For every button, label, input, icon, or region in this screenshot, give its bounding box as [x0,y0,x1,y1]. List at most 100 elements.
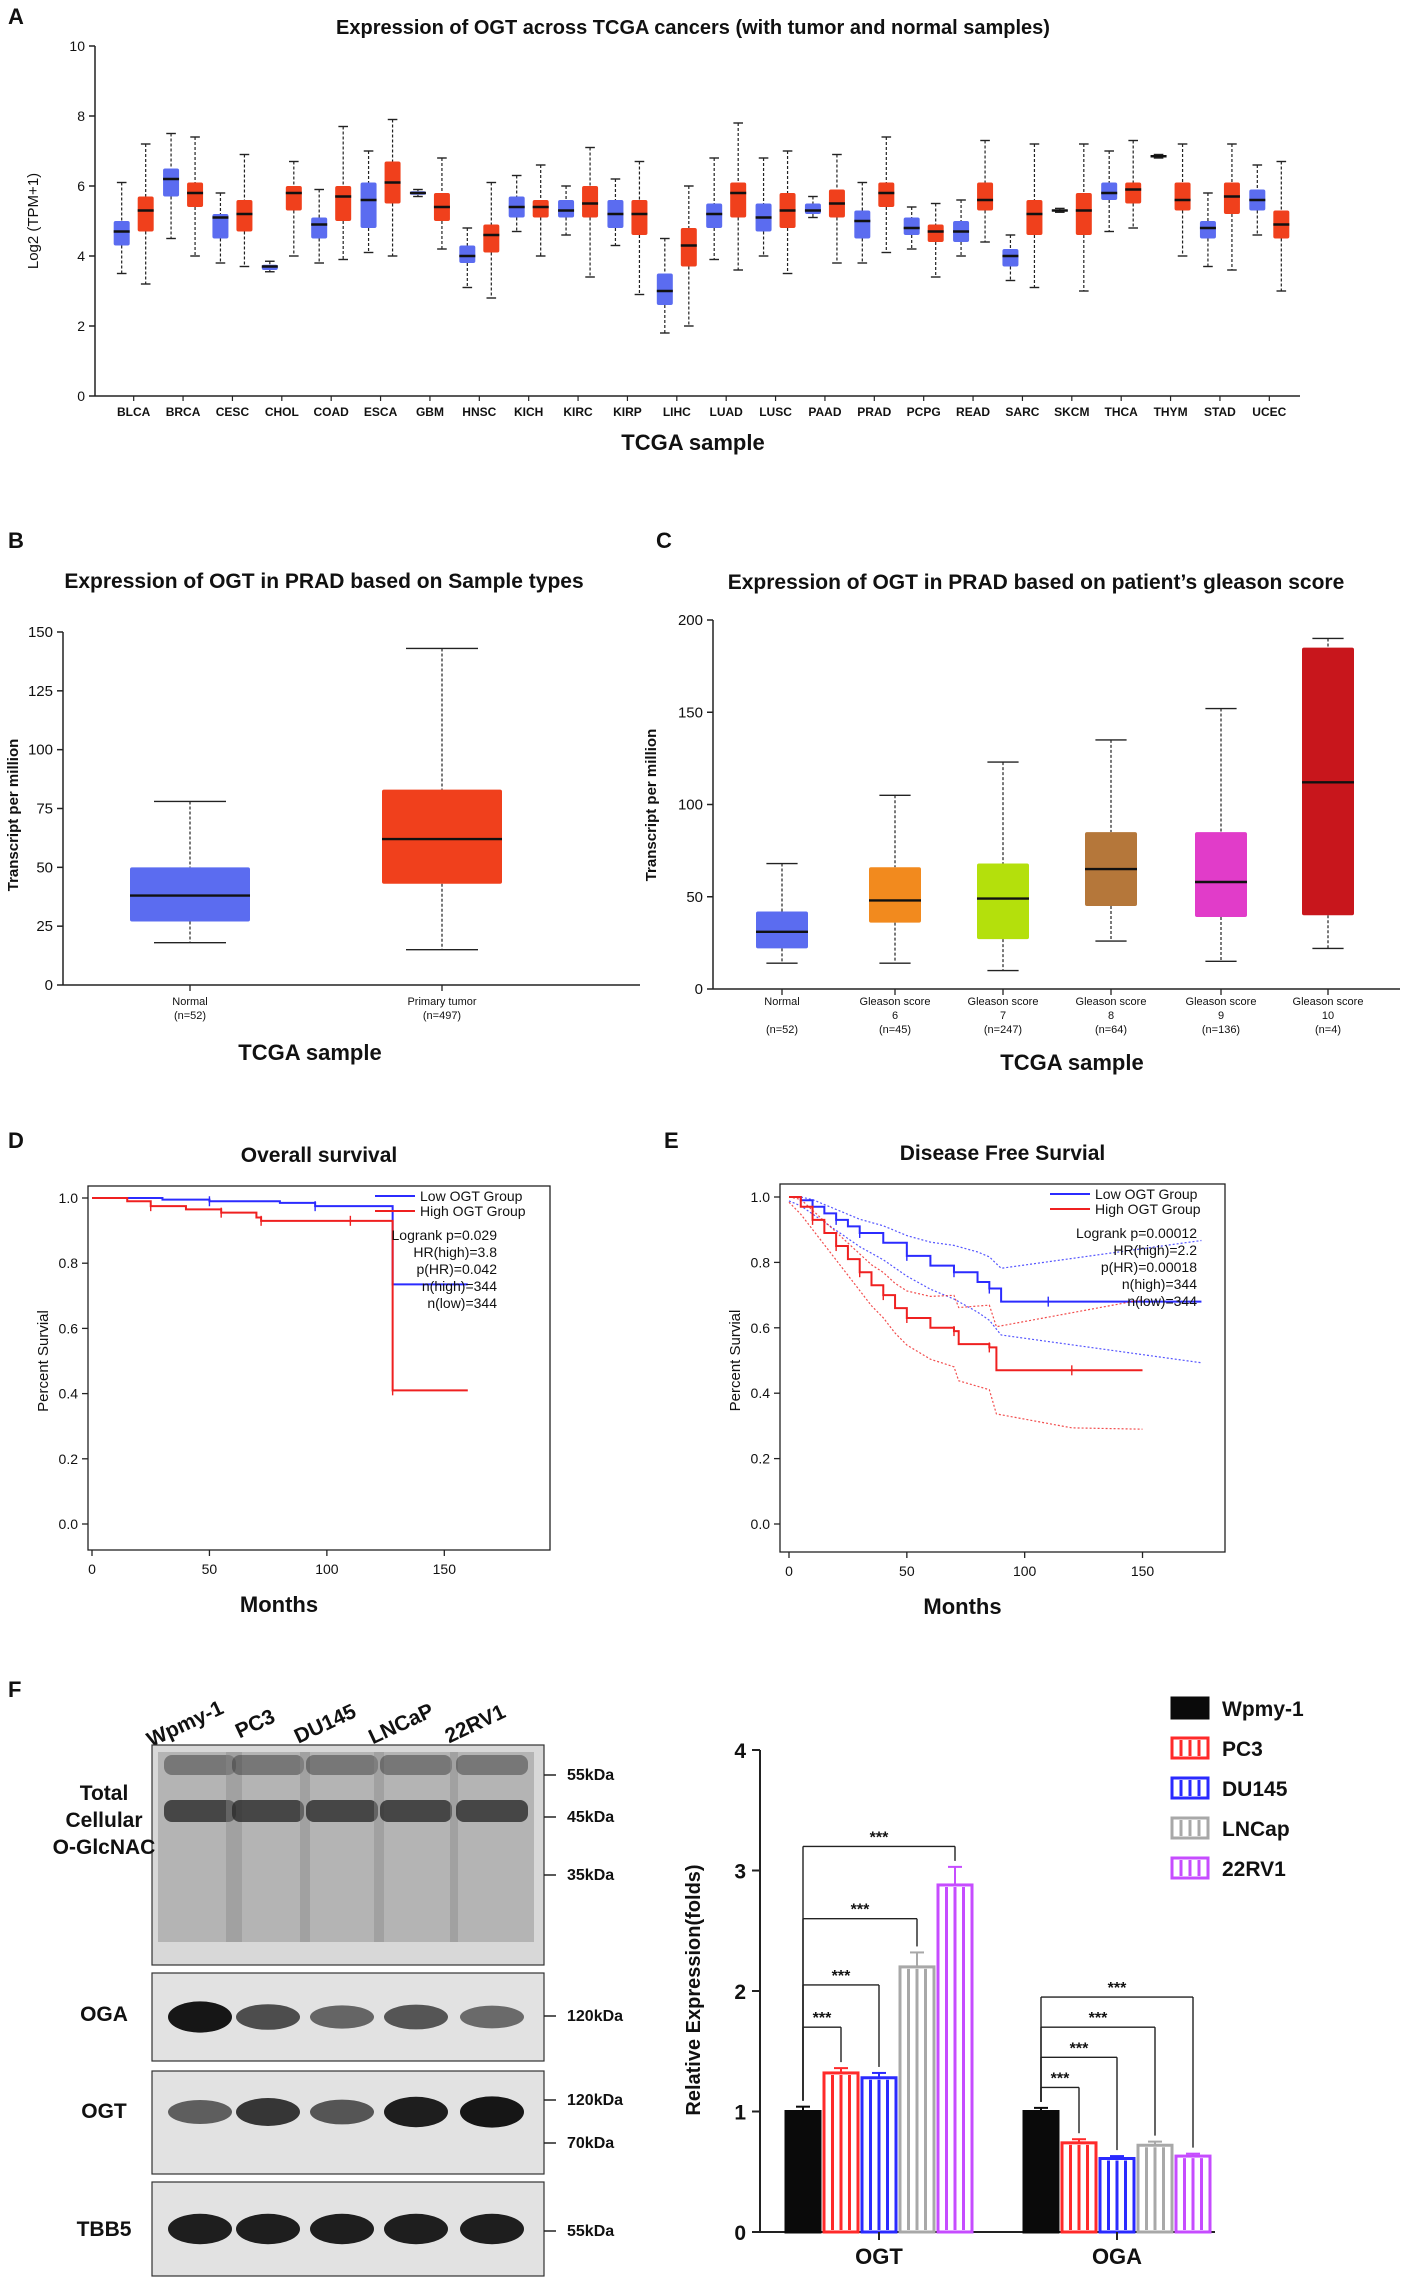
tumor-box [384,118,401,257]
blot-frame [151,1744,545,1966]
smear [158,1752,242,1942]
panel-letter: F [8,1677,21,1702]
band [168,2100,232,2124]
significance-label: *** [832,1968,851,1985]
box-iqr [631,200,648,235]
panel-F-blot: F Wpmy-1 PC3 DU145 LNCaP 22RV1 Total Cellular O-… [8,1677,623,2277]
chart-title: Overall survival [241,1144,397,1167]
category-paad: PAAD [804,153,845,419]
confidence-band-1-0 [788,1196,1143,1328]
stat-text: n(low)=344 [427,1295,497,1311]
band-45kda [456,1800,528,1822]
category-kirp: KIRP [607,160,648,419]
y-tick-label: 8 [77,108,85,124]
x-tick-n: (n=52) [766,1024,798,1036]
category-thym: THYM [1150,143,1191,419]
box [977,761,1029,972]
box-iqr [285,186,302,211]
legend-label: LNCap [1222,1818,1290,1841]
band [460,2005,524,2029]
significance-label: *** [1070,2040,1089,2057]
normal-box [755,157,772,257]
x-tick-label: BRCA [166,405,201,419]
group-1: Gleason score 6 (n=45) [860,794,930,1036]
y-tick-label: 3 [734,1861,746,1884]
category-chol: CHOL [261,160,302,419]
stat-text: p(HR)=0.00018 [1101,1259,1197,1275]
row-label: Total [80,1782,129,1805]
box-iqr [187,182,204,207]
y-tick-label: 2 [77,318,85,334]
box-iqr [869,867,921,923]
normal-box [1002,234,1019,282]
x-tick-label: ESCA [364,405,398,419]
group-1: Primary tumor (n=497) [382,647,502,1022]
series-line-0 [789,1196,1202,1303]
tumor-box [1273,160,1290,292]
box-iqr [1174,182,1191,211]
category-hnsc: HNSC [459,181,500,419]
marker-label: 120kDa [567,2008,623,2025]
panel-C: C Expression of OGT in PRAD based on pati… [643,528,1400,1075]
y-axis-label: Transcript per million [5,739,22,892]
box-iqr [680,228,697,267]
x-tick-label: Primary tumor [407,996,476,1008]
y-tick-label: 6 [77,178,85,194]
x-tick-sub: 7 [1000,1010,1006,1022]
confidence-band-0-0 [789,1196,1202,1269]
bar-pc3 [822,2071,860,2234]
marker-label: 120kDa [567,2092,623,2109]
legend-swatch [1170,1696,1210,1720]
stat-text: HR(high)=2.2 [1113,1242,1197,1258]
marker-label: 55kDa [567,1767,614,1784]
tumor-box [631,160,648,296]
x-tick-label: PRAD [857,405,891,419]
category-lusc: LUSC [755,150,796,419]
x-tick-label: OGA [1092,2244,1142,2269]
box [1195,707,1247,963]
x-tick-label: KICH [514,405,543,419]
y-tick-label: 1.0 [751,1189,771,1205]
group-2: Gleason score 7 (n=247) [968,761,1038,1036]
category-thca: THCA [1101,139,1142,419]
x-tick-sub: 8 [1108,1010,1114,1022]
tumor-box [1026,143,1043,289]
x-tick-sub: 9 [1218,1010,1224,1022]
tumor-box [532,164,549,257]
y-tick-label: 50 [36,859,53,876]
normal-box [706,157,723,261]
box-iqr [804,203,821,214]
significance-label: *** [1108,1980,1127,1997]
x-tick-label: SARC [1005,405,1039,419]
box-iqr [1075,193,1092,235]
band [236,2098,300,2126]
panel-letter: D [8,1128,24,1153]
tbb5-bands [168,2213,524,2245]
y-tick-label: 4 [734,1740,746,1763]
band [310,2005,374,2029]
x-axis-label: Months [240,1592,318,1617]
panel-D: D Overall survival 0.0 0.2 0.4 0.6 0.8 1.0 0 50 10… [8,1128,551,1617]
band [236,2004,300,2030]
group-5: Gleason score 10 (n=4) [1293,637,1363,1036]
x-tick-label: CHOL [265,405,299,419]
category-stad: STAD [1199,143,1240,419]
row-label: Cellular [65,1809,142,1832]
panel-B: B Expression of OGT in PRAD based on Samp… [5,528,640,1065]
smear [226,1752,310,1942]
significance-bracket: *** [1040,2070,1080,2134]
y-tick-label: 0.0 [751,1516,771,1532]
normal-box [1101,150,1118,233]
panel-F-bars: 0 1 2 3 4 Relative Expression(folds) OGT OGA ***… [683,1696,1304,2269]
tumor-box [137,143,154,285]
x-tick-label: COAD [314,405,350,419]
x-tick-label: 0 [88,1561,96,1577]
box-iqr [163,168,180,197]
marker-label: 55kDa [567,2223,614,2240]
category-brca: BRCA [163,132,204,419]
normal-box [409,188,426,198]
x-tick-label: THYM [1154,405,1188,419]
tumor-box [582,146,599,278]
box-iqr [311,217,328,239]
panel-A: A Expression of OGT across TCGA cancers (… [8,4,1300,455]
